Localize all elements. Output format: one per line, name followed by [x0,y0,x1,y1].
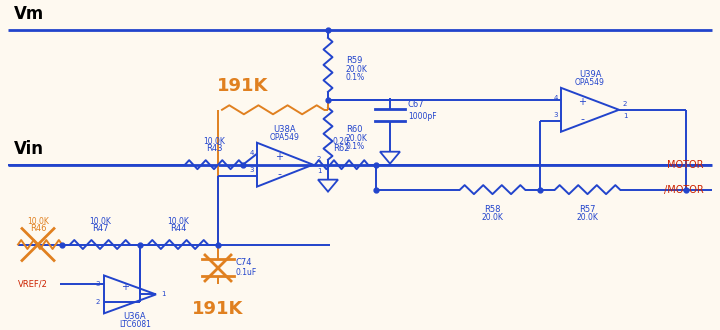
Text: +: + [275,152,283,162]
Text: 4: 4 [554,95,558,101]
Text: /MOTOR: /MOTOR [665,184,704,195]
Text: LTC6081: LTC6081 [119,320,151,329]
Text: 1: 1 [317,168,322,174]
Text: U39A: U39A [579,70,601,79]
Text: C67: C67 [408,100,425,109]
Text: R46: R46 [30,224,46,233]
Text: 3: 3 [250,167,254,173]
Text: +: + [578,97,586,107]
Text: R59: R59 [346,56,362,65]
Text: Vin: Vin [14,140,44,158]
Text: 20.0K: 20.0K [346,65,368,74]
Text: 0.1%: 0.1% [346,142,365,151]
Text: 1000pF: 1000pF [408,112,436,121]
Text: 20.0K: 20.0K [346,134,368,143]
Text: U38A: U38A [274,125,297,134]
Text: 20.0K: 20.0K [481,213,503,222]
Text: 4: 4 [250,150,254,156]
Text: -: - [580,114,584,124]
Text: 3: 3 [554,112,558,118]
Text: R47: R47 [91,224,108,233]
Text: R57: R57 [579,205,595,214]
Text: OPA549: OPA549 [575,78,605,87]
Text: 10.0K: 10.0K [203,137,225,146]
Text: R62: R62 [333,144,349,153]
Text: R60: R60 [346,125,362,134]
Text: 10.0K: 10.0K [27,217,49,226]
Text: 2: 2 [96,299,100,305]
Text: 0.1uF: 0.1uF [236,269,257,278]
Text: 0.20: 0.20 [333,137,349,146]
Text: Vm: Vm [14,5,44,23]
Text: 2: 2 [317,156,321,162]
Text: R43: R43 [206,144,222,153]
Text: 191K: 191K [217,77,269,95]
Text: -: - [277,169,281,179]
Text: R44: R44 [170,224,186,233]
Text: 1: 1 [623,113,628,119]
Text: U36A: U36A [124,312,146,321]
Text: VREF/2: VREF/2 [18,280,48,289]
Text: 1: 1 [161,291,166,297]
Text: 191K: 191K [192,300,243,318]
Text: C74: C74 [236,258,253,268]
Text: -: - [123,296,127,307]
Text: 2: 2 [623,101,627,107]
Text: 0.1%: 0.1% [346,73,365,82]
Text: 10.0K: 10.0K [167,217,189,226]
Text: MOTOR: MOTOR [667,160,704,170]
Text: +: + [121,282,129,292]
Text: 20.0K: 20.0K [576,213,598,222]
Text: R58: R58 [484,205,500,214]
Text: OPA549: OPA549 [270,133,300,142]
Text: 3: 3 [96,281,100,287]
Text: 10.0K: 10.0K [89,217,111,226]
